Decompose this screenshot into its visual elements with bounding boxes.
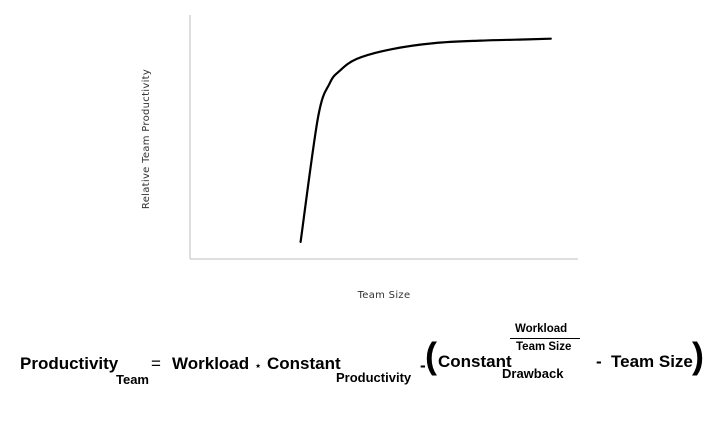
formula-workload: Workload — [172, 354, 250, 373]
formula-exponent-numerator: Workload — [515, 323, 568, 335]
formula-times: ⋆ — [254, 358, 263, 373]
formula-productivity-subscript: Productivity — [336, 370, 412, 385]
productivity-formula: Productivity Team = Workload ⋆ Constant … — [0, 318, 720, 398]
formula-constant-drawback: Constant — [438, 352, 512, 371]
formula-constant: Constant — [267, 354, 341, 373]
formula-fraction-bar — [510, 338, 580, 339]
formula-minus-2: - — [596, 352, 602, 371]
formula-exponent-denominator: Team Size — [516, 341, 572, 353]
formula-productivity: Productivity — [20, 354, 119, 373]
formula-team-size: Team Size — [611, 352, 693, 371]
formula-team-subscript: Team — [116, 372, 149, 387]
productivity-chart: Relative Team Productivity Team Size — [141, 15, 578, 301]
formula-open-paren: ( — [425, 335, 437, 376]
formula-minus-1: - — [420, 356, 426, 375]
productivity-curve — [299, 37, 552, 243]
formula-drawback-subscript: Drawback — [502, 366, 564, 381]
formula-equals: = — [151, 354, 161, 373]
x-axis-title: Team Size — [357, 290, 411, 301]
y-axis-title: Relative Team Productivity — [141, 69, 152, 209]
formula-close-paren: ) — [692, 335, 704, 376]
